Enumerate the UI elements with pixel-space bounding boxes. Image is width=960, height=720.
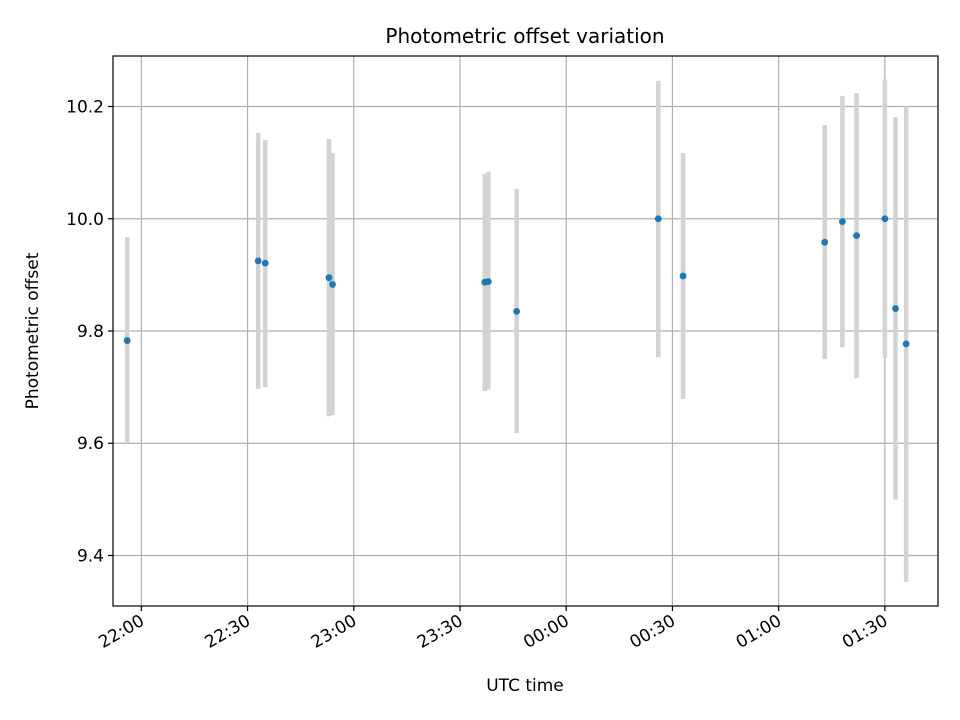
data-point xyxy=(679,272,687,280)
data-point xyxy=(902,340,910,348)
data-point xyxy=(654,215,662,223)
y-tick-label: 9.4 xyxy=(77,546,104,566)
data-point xyxy=(853,232,860,239)
data-point xyxy=(484,278,492,286)
chart-title: Photometric offset variation xyxy=(385,24,664,48)
y-axis-ticks: 9.4 9.6 9.8 10.0 10.2 xyxy=(66,98,113,566)
data-point xyxy=(513,307,521,315)
y-tick-label: 9.8 xyxy=(77,322,104,342)
data-point xyxy=(329,281,336,288)
y-axis-label: Photometric offset xyxy=(23,252,43,409)
y-tick-label: 10.2 xyxy=(66,98,104,118)
grid xyxy=(113,56,938,606)
y-tick-label: 9.6 xyxy=(77,434,104,454)
x-axis-label: UTC time xyxy=(486,676,564,696)
data-point xyxy=(821,238,829,246)
data-point xyxy=(892,305,899,312)
data-point xyxy=(261,259,269,267)
data-point xyxy=(123,337,131,344)
y-tick-label: 10.0 xyxy=(66,210,104,230)
data-point xyxy=(881,215,889,223)
data-point xyxy=(838,218,846,225)
data-points xyxy=(123,215,910,348)
data-point xyxy=(254,257,262,265)
data-point xyxy=(325,274,333,282)
